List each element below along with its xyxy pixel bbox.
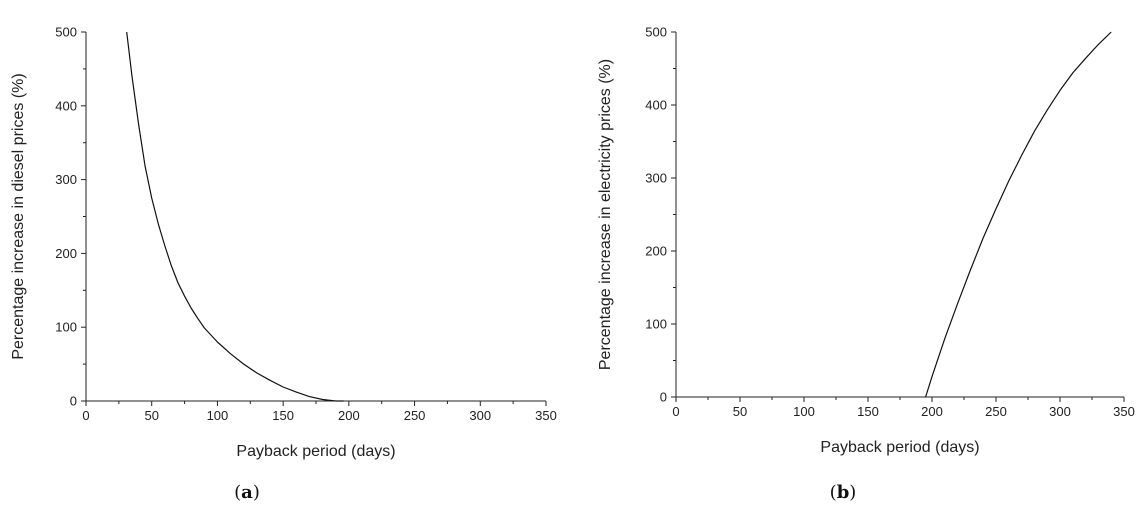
chart-panel-a: 0 50 100 150 200 250 300 350 0 100 200 300 400 500 Pay…	[10, 25, 557, 504]
x-tick-label: 100	[793, 404, 815, 419]
x-tick-label: 250	[985, 404, 1007, 419]
y-axis-label: Percentage increase in diesel prices (%)	[10, 73, 27, 359]
y-tick-label: 100	[645, 317, 667, 332]
series-line	[925, 31, 1112, 398]
x-tick-label: 350	[535, 408, 557, 423]
x-tick-label: 150	[857, 404, 879, 419]
x-tick-label: 50	[144, 408, 158, 423]
y-tick-label: 0	[70, 394, 77, 409]
x-axis-label: Payback period (days)	[236, 443, 395, 460]
x-tick-label: 250	[404, 408, 426, 423]
y-tick-label: 200	[55, 246, 77, 261]
panel-label: (b)	[830, 482, 857, 503]
y-tick-label: 500	[645, 25, 667, 40]
x-tick-label: 0	[672, 404, 679, 419]
y-tick-label: 0	[660, 390, 667, 405]
x-tick-label: 100	[207, 408, 229, 423]
y-tick-label: 200	[645, 244, 667, 259]
x-tick-label: 0	[82, 408, 89, 423]
x-tick-label: 300	[1049, 404, 1071, 419]
y-tick-label: 100	[55, 320, 77, 335]
x-tick-label: 200	[921, 404, 943, 419]
y-tick-label: 400	[645, 98, 667, 113]
y-tick-label: 300	[55, 172, 77, 187]
x-tick-label: 300	[469, 408, 491, 423]
panel-label: (a)	[234, 482, 260, 503]
series-line	[126, 31, 344, 402]
y-tick-label: 400	[55, 98, 77, 113]
x-tick-label: 50	[733, 404, 747, 419]
x-tick-label: 150	[272, 408, 294, 423]
y-tick-label: 500	[55, 25, 77, 40]
y-axis-label: Percentage increase in electricity price…	[597, 59, 614, 370]
y-tick-label: 300	[645, 171, 667, 186]
x-tick-label: 200	[338, 408, 360, 423]
x-axis-label: Payback period (days)	[820, 439, 979, 456]
x-tick-label: 350	[1113, 404, 1135, 419]
chart-panel-b: 0 50 100 150 200 250 300 350 0 100 200 300 400 500 Pay…	[597, 25, 1135, 504]
